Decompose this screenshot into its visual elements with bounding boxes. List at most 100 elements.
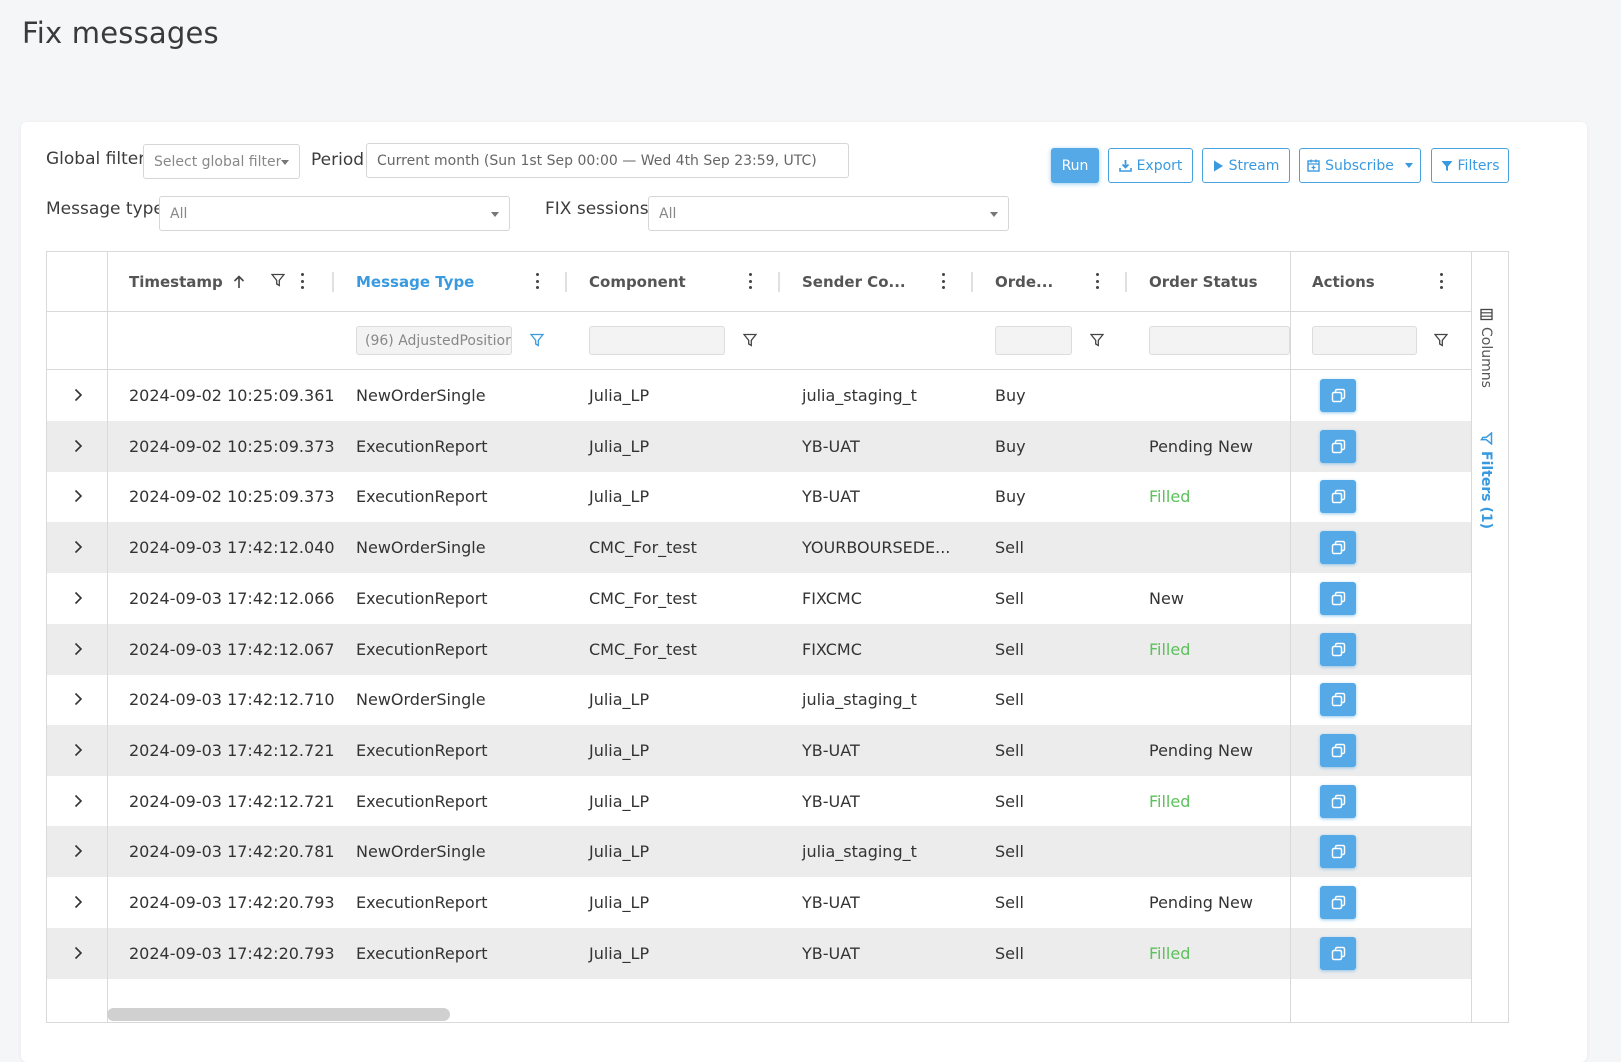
actions-filter-input[interactable]	[1312, 326, 1417, 355]
cell-order-status: Pending New	[1149, 741, 1253, 760]
copy-message-button[interactable]	[1320, 734, 1356, 767]
column-header-actions[interactable]: Actions	[1312, 252, 1375, 312]
chevron-right-icon[interactable]	[73, 743, 83, 757]
filters-button[interactable]: Filters	[1431, 148, 1509, 183]
copy-message-button[interactable]	[1320, 531, 1356, 564]
table-row[interactable]: 2024-09-03 17:42:12.721 ExecutionReport Ju…	[47, 776, 1471, 827]
component-filter-input[interactable]	[589, 326, 725, 355]
filter-icon[interactable]	[271, 273, 285, 287]
cell-order-side: Sell	[995, 792, 1024, 811]
copy-message-button[interactable]	[1320, 480, 1356, 513]
chevron-down-icon	[1404, 163, 1413, 168]
table-row[interactable]: 2024-09-03 17:42:20.793 ExecutionReport Ju…	[47, 877, 1471, 928]
global-filter-select[interactable]: Select global filter	[143, 144, 300, 179]
columns-tab[interactable]: Columns	[1478, 308, 1494, 388]
kebab-menu-icon[interactable]	[1095, 273, 1099, 289]
cell-component: CMC_For_test	[589, 640, 697, 659]
copy-message-button[interactable]	[1320, 379, 1356, 412]
cell-order-status: Filled	[1149, 640, 1191, 659]
cell-component: Julia_LP	[589, 487, 650, 506]
copy-message-button[interactable]	[1320, 835, 1356, 868]
cell-message-type: NewOrderSingle	[356, 842, 486, 861]
cell-component: Julia_LP	[589, 842, 650, 861]
kebab-menu-icon[interactable]	[1439, 273, 1443, 289]
export-button[interactable]: Export	[1108, 148, 1193, 183]
filter-icon[interactable]	[1434, 333, 1448, 347]
stream-button[interactable]: Stream	[1202, 148, 1290, 183]
cell-timestamp: 2024-09-03 17:42:12.066	[129, 589, 335, 608]
run-button[interactable]: Run	[1051, 148, 1099, 183]
chevron-right-icon[interactable]	[73, 844, 83, 858]
table-row[interactable]: 2024-09-03 17:42:20.781 NewOrderSingle Jul…	[47, 826, 1471, 877]
filter-icon[interactable]	[743, 333, 757, 347]
kebab-menu-icon[interactable]	[535, 273, 539, 289]
copy-message-button[interactable]	[1320, 785, 1356, 818]
column-header-timestamp[interactable]: Timestamp	[129, 252, 245, 312]
column-header-component[interactable]: Component	[589, 252, 686, 312]
column-header-sender[interactable]: Sender Co...	[802, 252, 906, 312]
column-header-component-label: Component	[589, 273, 686, 291]
table-row[interactable]: 2024-09-03 17:42:12.066 ExecutionReport CM…	[47, 573, 1471, 624]
grid-filter-row: (96) AdjustedPosition	[47, 312, 1471, 370]
cell-timestamp: 2024-09-03 17:42:20.793	[129, 944, 335, 963]
filters-tab[interactable]: Filters (1)	[1478, 432, 1494, 529]
table-row[interactable]: 2024-09-02 10:25:09.373 ExecutionReport Ju…	[47, 421, 1471, 472]
chevron-down-icon	[281, 160, 289, 165]
chevron-right-icon[interactable]	[73, 642, 83, 656]
sort-ascending-icon[interactable]	[233, 275, 245, 289]
period-input[interactable]: Current month (Sun 1st Sep 00:00 — Wed 4…	[366, 143, 849, 178]
chevron-right-icon[interactable]	[73, 540, 83, 554]
horizontal-scrollbar[interactable]	[107, 1008, 450, 1021]
column-header-timestamp-label: Timestamp	[129, 273, 223, 291]
copy-message-button[interactable]	[1320, 633, 1356, 666]
cell-order-side: Sell	[995, 538, 1024, 557]
copy-icon	[1331, 794, 1345, 809]
copy-message-button[interactable]	[1320, 430, 1356, 463]
cell-timestamp: 2024-09-03 17:42:12.721	[129, 741, 335, 760]
copy-message-button[interactable]	[1320, 683, 1356, 716]
fix-sessions-select[interactable]: All	[648, 196, 1009, 231]
message-type-select[interactable]: All	[159, 196, 510, 231]
chevron-right-icon[interactable]	[73, 692, 83, 706]
chevron-right-icon[interactable]	[73, 895, 83, 909]
table-row[interactable]: 2024-09-02 10:25:09.361 NewOrderSingle Jul…	[47, 370, 1471, 421]
filter-icon[interactable]	[530, 333, 544, 347]
filters-tab-label: Filters (1)	[1478, 451, 1494, 529]
cell-timestamp: 2024-09-02 10:25:09.361	[129, 386, 335, 405]
chevron-right-icon[interactable]	[73, 489, 83, 503]
filter-icon[interactable]	[1090, 333, 1104, 347]
chevron-right-icon[interactable]	[73, 591, 83, 605]
cell-sender: FIXCMC	[802, 589, 862, 608]
message-type-filter-input[interactable]: (96) AdjustedPosition	[356, 326, 512, 355]
table-row[interactable]: 2024-09-02 10:25:09.373 ExecutionReport Ju…	[47, 471, 1471, 522]
order-side-filter-input[interactable]	[995, 326, 1072, 355]
copy-message-button[interactable]	[1320, 582, 1356, 615]
copy-message-button[interactable]	[1320, 937, 1356, 970]
table-row[interactable]: 2024-09-03 17:42:12.721 ExecutionReport Ju…	[47, 725, 1471, 776]
order-status-filter-input[interactable]	[1149, 326, 1290, 355]
table-row[interactable]: 2024-09-03 17:42:12.040 NewOrderSingle CMC…	[47, 522, 1471, 573]
download-icon	[1118, 160, 1132, 172]
cell-order-status: Pending New	[1149, 893, 1253, 912]
column-header-order-side[interactable]: Orde...	[995, 252, 1053, 312]
period-value: Current month (Sun 1st Sep 00:00 — Wed 4…	[377, 152, 817, 169]
chevron-right-icon[interactable]	[73, 439, 83, 453]
chevron-right-icon[interactable]	[73, 388, 83, 402]
run-label: Run	[1061, 157, 1089, 174]
kebab-menu-icon[interactable]	[300, 273, 304, 289]
play-icon	[1213, 160, 1223, 171]
kebab-menu-icon[interactable]	[748, 273, 752, 289]
column-header-message-type[interactable]: Message Type	[356, 252, 474, 312]
table-row[interactable]: 2024-09-03 17:42:12.067 ExecutionReport CM…	[47, 624, 1471, 675]
cell-message-type: ExecutionReport	[356, 893, 488, 912]
copy-message-button[interactable]	[1320, 886, 1356, 919]
column-header-order-status[interactable]: Order Status	[1149, 252, 1258, 312]
table-row[interactable]: 2024-09-03 17:42:20.793 ExecutionReport Ju…	[47, 928, 1471, 979]
table-row[interactable]: 2024-09-03 17:42:12.710 NewOrderSingle Jul…	[47, 674, 1471, 725]
kebab-menu-icon[interactable]	[941, 273, 945, 289]
chevron-right-icon[interactable]	[73, 946, 83, 960]
subscribe-button[interactable]: Subscribe	[1299, 148, 1421, 183]
fix-sessions-value: All	[659, 205, 677, 222]
cell-component: Julia_LP	[589, 386, 650, 405]
chevron-right-icon[interactable]	[73, 794, 83, 808]
